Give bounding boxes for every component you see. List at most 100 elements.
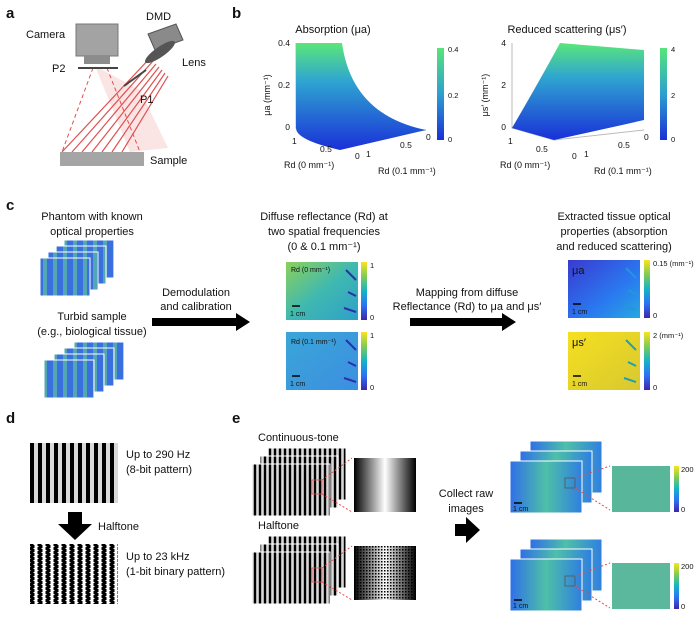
panel-c-pipeline: Phantom with known optical properties Tu… — [37, 211, 694, 398]
scattering-surface — [512, 43, 644, 140]
halftone-stack — [252, 536, 346, 604]
continuous-tone-label: Continuous-tone — [258, 432, 339, 444]
continuous-stack — [252, 448, 346, 516]
rd01-image: Rd (0.1 mm⁻¹) 1 cm 1 0 — [286, 331, 374, 392]
absorption-z-label: μa (mm⁻¹) — [262, 74, 272, 115]
pattern-bottom-text-2: (1-bit binary pattern) — [126, 566, 225, 578]
pattern-top-text-1: Up to 290 Hz — [126, 449, 190, 461]
sample-label: Sample — [150, 155, 187, 167]
absorption-x-tick-2: 0.5 — [320, 144, 332, 154]
absorption-x-label: Rd (0 mm⁻¹) — [284, 160, 334, 170]
camera-icon — [76, 24, 118, 56]
dmd-label: DMD — [146, 11, 171, 23]
halftone-tone-label: Halftone — [258, 520, 299, 532]
rd0-colorbar — [361, 262, 367, 320]
rd0-cb-top: 1 — [370, 261, 374, 270]
demod-text-2: and calibration — [160, 301, 232, 313]
panel-a-setup: Camera DMD Lens P1 P2 Sample — [26, 11, 206, 167]
collect-text-2: images — [448, 503, 484, 515]
scattering-y-label: Rd (0.1 mm⁻¹) — [594, 166, 652, 176]
scattering-y-tick-3: 0 — [644, 132, 649, 142]
panel-label-a: a — [6, 5, 15, 22]
mua-colorbar — [644, 260, 650, 318]
raw-top-cb-bottom: 0 — [681, 505, 685, 514]
extracted-text-1: Extracted tissue optical — [557, 211, 670, 223]
rd0-image: Rd (0 mm⁻¹) 1 cm 1 0 — [286, 261, 374, 322]
absorption-x-tick-3: 0 — [355, 151, 360, 161]
rd0-scalebar-label: 1 cm — [290, 311, 305, 318]
scattering-cb-mid: 2 — [671, 91, 675, 100]
rd01-label: Rd (0.1 mm⁻¹) — [291, 339, 336, 346]
absorption-y-tick-2: 0.5 — [400, 140, 412, 150]
demod-arrow-icon — [152, 313, 250, 331]
panel-label-b: b — [232, 5, 241, 22]
panel-label-e: e — [232, 410, 240, 427]
raw-top-scalebar-label: 1 cm — [513, 506, 528, 513]
mua-cb-top: 0.15 (mm⁻¹) — [653, 259, 694, 268]
halftone-label: Halftone — [98, 521, 139, 533]
raw-bottom-cb-top: 200 — [681, 562, 694, 571]
raw-top-colorbar — [674, 466, 679, 512]
mua-image: μa 1 cm 0.15 (mm⁻¹) 0 — [568, 259, 694, 320]
continuous-pattern — [30, 443, 118, 503]
scattering-x-tick-1: 1 — [508, 136, 513, 146]
scattering-x-tick-2: 0.5 — [536, 144, 548, 154]
absorption-cb-mid: 0.2 — [448, 91, 458, 100]
rd0-label: Rd (0 mm⁻¹) — [291, 267, 330, 274]
absorption-y-label: Rd (0.1 mm⁻¹) — [378, 166, 436, 176]
mua-scalebar-label: 1 cm — [572, 309, 587, 316]
absorption-y-tick-3: 0 — [426, 132, 431, 142]
absorption-y-tick-1: 1 — [366, 149, 371, 159]
camera-label: Camera — [26, 29, 66, 41]
raw-bottom-colorbar — [674, 563, 679, 609]
diffuse-text-2: two spatial frequencies — [268, 226, 380, 238]
halftone-zoom-image — [354, 546, 416, 600]
phantom-text-2: optical properties — [50, 226, 134, 238]
mus-image: μs′ 1 cm 2 (mm⁻¹) 0 — [568, 331, 684, 392]
halftone-arrow-icon — [58, 512, 92, 540]
turbid-image-stack — [44, 342, 124, 398]
scattering-colorbar — [660, 48, 667, 140]
absorption-colorbar — [437, 48, 444, 140]
camera-lens-icon — [84, 56, 110, 64]
absorption-plot: Absorption (μa) 0.4 0.2 0 0.4 0.2 0 μa (… — [262, 24, 458, 176]
panel-label-d: d — [6, 410, 15, 427]
rd01-cb-bottom: 0 — [370, 383, 374, 392]
mus-cb-top: 2 (mm⁻¹) — [653, 331, 684, 340]
scattering-x-tick-3: 0 — [572, 151, 577, 161]
rd0-cb-bottom: 0 — [370, 313, 374, 322]
panel-label-c: c — [6, 197, 14, 214]
p1-label: P1 — [140, 94, 153, 106]
scattering-cb-bottom: 0 — [671, 135, 675, 144]
phantom-image-stack — [40, 240, 114, 296]
raw-bottom-zoom-image — [612, 563, 670, 609]
collect-arrow-icon — [455, 517, 480, 543]
mus-label: μs′ — [572, 337, 586, 349]
mua-label: μa — [572, 265, 585, 277]
binary-pattern — [30, 544, 118, 604]
raw-top-zoom-image — [612, 466, 670, 512]
absorption-cb-top: 0.4 — [448, 45, 458, 54]
pattern-bottom-text-1: Up to 23 kHz — [126, 551, 190, 563]
collect-text-1: Collect raw — [439, 488, 493, 500]
mua-cb-bottom: 0 — [653, 311, 657, 320]
scattering-x-label: Rd (0 mm⁻¹) — [500, 160, 550, 170]
extracted-text-2: properties (absorption — [560, 226, 667, 238]
scattering-z-tick-high: 4 — [501, 38, 506, 48]
rd01-colorbar — [361, 332, 367, 390]
absorption-title: Absorption (μa) — [295, 24, 370, 36]
absorption-z-tick-low: 0 — [285, 122, 290, 132]
rd01-scalebar-label: 1 cm — [290, 381, 305, 388]
scattering-z-label: μs′ (mm⁻¹) — [480, 74, 490, 117]
phantom-text-1: Phantom with known — [41, 211, 143, 223]
mapping-text-1: Mapping from diffuse — [416, 287, 519, 299]
scattering-y-tick-2: 0.5 — [618, 140, 630, 150]
diffuse-text-1: Diffuse reflectance (Rd) at — [260, 211, 388, 223]
mus-colorbar — [644, 332, 650, 390]
mapping-text-2: Reflectance (Rd) to μa and μs′ — [393, 301, 542, 313]
raw-bottom-cb-bottom: 0 — [681, 602, 685, 611]
demod-text-1: Demodulation — [162, 287, 230, 299]
panel-d-patterns: Up to 290 Hz (8-bit pattern) Halftone Up… — [30, 443, 225, 604]
absorption-cb-bottom: 0 — [448, 135, 452, 144]
scattering-y-tick-1: 1 — [584, 149, 589, 159]
